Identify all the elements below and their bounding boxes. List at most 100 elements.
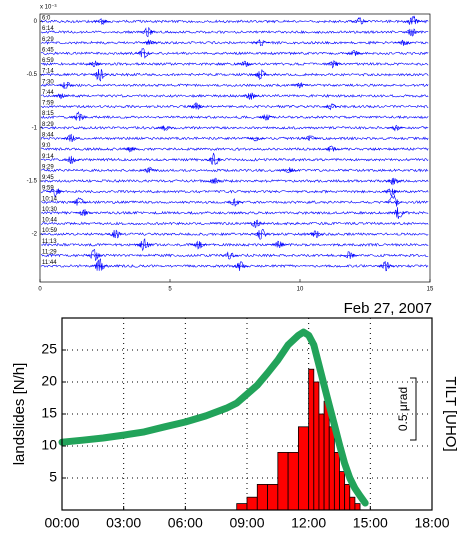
burst xyxy=(241,92,260,101)
burst xyxy=(322,145,340,152)
trace xyxy=(40,93,429,98)
bar xyxy=(328,426,335,511)
y-tick-label: -2 xyxy=(32,232,38,238)
trace-label: 6:14 xyxy=(42,26,54,32)
plot-frame xyxy=(61,317,433,511)
trace-label: 7:30 xyxy=(42,79,54,85)
y-tick-label: 0 xyxy=(34,19,38,25)
trace-label: 10:14 xyxy=(42,196,58,202)
trace xyxy=(40,232,429,237)
trace xyxy=(40,51,429,56)
trace-label: 9:29 xyxy=(42,164,54,170)
bar xyxy=(344,483,351,511)
bar xyxy=(277,451,289,511)
x-tick-label: 10 xyxy=(297,287,304,293)
trace xyxy=(40,125,429,130)
trace xyxy=(40,136,429,141)
burst xyxy=(345,50,364,57)
trace-label: 11:29 xyxy=(42,249,57,255)
trace xyxy=(40,189,429,194)
trace xyxy=(40,242,429,247)
burst xyxy=(306,230,325,239)
burst xyxy=(205,152,223,165)
burst xyxy=(394,39,413,46)
bar xyxy=(297,426,310,511)
trace xyxy=(40,147,429,152)
x-tick-label: 5 xyxy=(168,287,172,293)
burst xyxy=(138,27,157,38)
burst xyxy=(226,198,244,207)
bar xyxy=(323,400,330,511)
trace-label: 7:14 xyxy=(42,69,54,75)
burst xyxy=(85,248,104,262)
y-tick-label: 25 xyxy=(41,341,57,357)
trace xyxy=(41,61,429,66)
burst xyxy=(189,240,208,250)
burst xyxy=(140,166,158,174)
burst xyxy=(93,17,111,26)
trace xyxy=(40,157,429,162)
trace xyxy=(40,221,429,226)
burst xyxy=(402,28,421,37)
bar xyxy=(354,503,361,511)
trace-label: 10:44 xyxy=(42,218,58,224)
burst xyxy=(69,197,88,206)
trace-label: 11:13 xyxy=(42,239,57,245)
burst xyxy=(324,59,343,69)
scale-label: 0.5 μrad xyxy=(396,387,410,431)
x-tick-label: 00:00 xyxy=(44,515,79,531)
burst xyxy=(291,82,309,89)
y2-axis-label: TILT [UHO] xyxy=(442,376,459,451)
burst xyxy=(350,17,369,25)
burst xyxy=(246,136,265,142)
burst xyxy=(236,60,254,67)
trace-label: 8:15 xyxy=(42,111,54,117)
burst xyxy=(140,39,158,46)
burst xyxy=(376,261,395,272)
x-tick-label: 15 xyxy=(427,287,434,293)
burst xyxy=(231,261,249,272)
trace-label: 10:30 xyxy=(42,207,58,213)
trace-label: 9:14 xyxy=(42,154,54,160)
burst xyxy=(387,124,405,132)
x-tick-label: 0 xyxy=(38,287,42,293)
y-tick-label: 20 xyxy=(41,373,57,389)
trace xyxy=(40,30,429,34)
burst xyxy=(251,228,270,240)
burst xyxy=(340,251,358,260)
bar xyxy=(308,368,315,511)
trace-label: 7:59 xyxy=(42,101,54,107)
burst xyxy=(404,15,422,26)
burst xyxy=(46,188,65,198)
y-tick-label: -1.5 xyxy=(27,179,38,185)
burst xyxy=(246,219,265,228)
scale-bracket xyxy=(410,377,417,441)
y-axis-label: landslides [N/h] xyxy=(11,363,28,466)
bar xyxy=(333,451,340,511)
trace-label: 9:45 xyxy=(42,175,54,181)
tilt-line xyxy=(58,328,369,507)
exponent-label: x 10⁻³ xyxy=(40,5,57,11)
burst xyxy=(90,68,109,82)
burst xyxy=(186,102,205,110)
burst xyxy=(106,229,124,239)
burst xyxy=(384,177,403,186)
burst xyxy=(384,194,403,207)
trace-label: 8:29 xyxy=(42,122,54,128)
burst xyxy=(205,177,223,185)
burst xyxy=(270,240,288,248)
burst xyxy=(220,251,239,260)
y-tick-label: 10 xyxy=(41,437,57,453)
burst xyxy=(257,114,275,121)
trace xyxy=(40,168,429,173)
x-tick-label: 18:00 xyxy=(414,515,449,531)
burst xyxy=(155,125,174,132)
burst xyxy=(280,167,299,174)
burst xyxy=(62,155,80,164)
y-tick-label: 15 xyxy=(41,405,57,421)
bar xyxy=(236,503,248,511)
y-tick-label: 5 xyxy=(49,469,57,485)
trace-label: 6:29 xyxy=(42,37,54,43)
